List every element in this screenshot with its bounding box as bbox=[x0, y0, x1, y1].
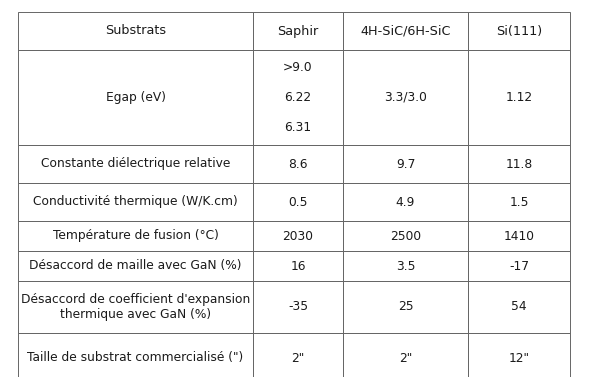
Text: -17: -17 bbox=[509, 259, 529, 273]
Bar bbox=[253, 50, 343, 145]
Text: Substrats: Substrats bbox=[105, 25, 166, 37]
Text: Constante diélectrique relative: Constante diélectrique relative bbox=[41, 158, 230, 170]
Bar bbox=[468, 50, 570, 145]
Bar bbox=[253, 145, 343, 183]
Text: 16: 16 bbox=[290, 259, 306, 273]
Bar bbox=[468, 221, 570, 251]
Text: >9.0

6.22

6.31: >9.0 6.22 6.31 bbox=[283, 61, 313, 134]
Bar bbox=[343, 145, 468, 183]
Text: 4H-SiC/6H-SiC: 4H-SiC/6H-SiC bbox=[360, 25, 451, 37]
Text: 2": 2" bbox=[292, 351, 305, 365]
Text: 2030: 2030 bbox=[283, 230, 314, 242]
Text: 3.5: 3.5 bbox=[396, 259, 415, 273]
Text: 1.5: 1.5 bbox=[509, 196, 529, 208]
Bar bbox=[343, 12, 468, 50]
Bar bbox=[468, 12, 570, 50]
Text: -35: -35 bbox=[288, 300, 308, 314]
Bar bbox=[18, 251, 253, 281]
Text: 9.7: 9.7 bbox=[396, 158, 415, 170]
Bar bbox=[343, 50, 468, 145]
Text: 11.8: 11.8 bbox=[505, 158, 533, 170]
Text: 2": 2" bbox=[399, 351, 412, 365]
Bar bbox=[253, 183, 343, 221]
Text: 1.12: 1.12 bbox=[505, 91, 533, 104]
Bar bbox=[18, 221, 253, 251]
Bar bbox=[468, 251, 570, 281]
Text: Si(111): Si(111) bbox=[496, 25, 542, 37]
Bar bbox=[253, 251, 343, 281]
Bar bbox=[18, 50, 253, 145]
Text: 1410: 1410 bbox=[503, 230, 535, 242]
Text: 3.3/3.0: 3.3/3.0 bbox=[384, 91, 427, 104]
Bar bbox=[343, 221, 468, 251]
Text: 4.9: 4.9 bbox=[396, 196, 415, 208]
Bar bbox=[18, 333, 253, 377]
Text: Egap (eV): Egap (eV) bbox=[106, 91, 166, 104]
Text: 54: 54 bbox=[511, 300, 527, 314]
Bar bbox=[343, 183, 468, 221]
Text: 25: 25 bbox=[398, 300, 413, 314]
Text: Désaccord de coefficient d'expansion
thermique avec GaN (%): Désaccord de coefficient d'expansion the… bbox=[21, 293, 250, 321]
Bar bbox=[253, 281, 343, 333]
Bar bbox=[343, 251, 468, 281]
Text: Désaccord de maille avec GaN (%): Désaccord de maille avec GaN (%) bbox=[29, 259, 242, 273]
Bar bbox=[468, 281, 570, 333]
Bar bbox=[18, 145, 253, 183]
Bar bbox=[468, 183, 570, 221]
Bar bbox=[18, 183, 253, 221]
Text: Température de fusion (°C): Température de fusion (°C) bbox=[53, 230, 218, 242]
Bar bbox=[343, 281, 468, 333]
Bar bbox=[253, 12, 343, 50]
Text: 0.5: 0.5 bbox=[288, 196, 308, 208]
Text: Saphir: Saphir bbox=[277, 25, 319, 37]
Text: 2500: 2500 bbox=[390, 230, 421, 242]
Bar bbox=[18, 12, 253, 50]
Text: 12": 12" bbox=[509, 351, 530, 365]
Bar bbox=[468, 145, 570, 183]
Bar bbox=[253, 221, 343, 251]
Bar bbox=[18, 281, 253, 333]
Bar bbox=[343, 333, 468, 377]
Bar bbox=[468, 333, 570, 377]
Bar bbox=[253, 333, 343, 377]
Text: 8.6: 8.6 bbox=[288, 158, 308, 170]
Text: Taille de substrat commercialisé ("): Taille de substrat commercialisé (") bbox=[28, 351, 244, 365]
Text: Conductivité thermique (W/K.cm): Conductivité thermique (W/K.cm) bbox=[33, 196, 238, 208]
